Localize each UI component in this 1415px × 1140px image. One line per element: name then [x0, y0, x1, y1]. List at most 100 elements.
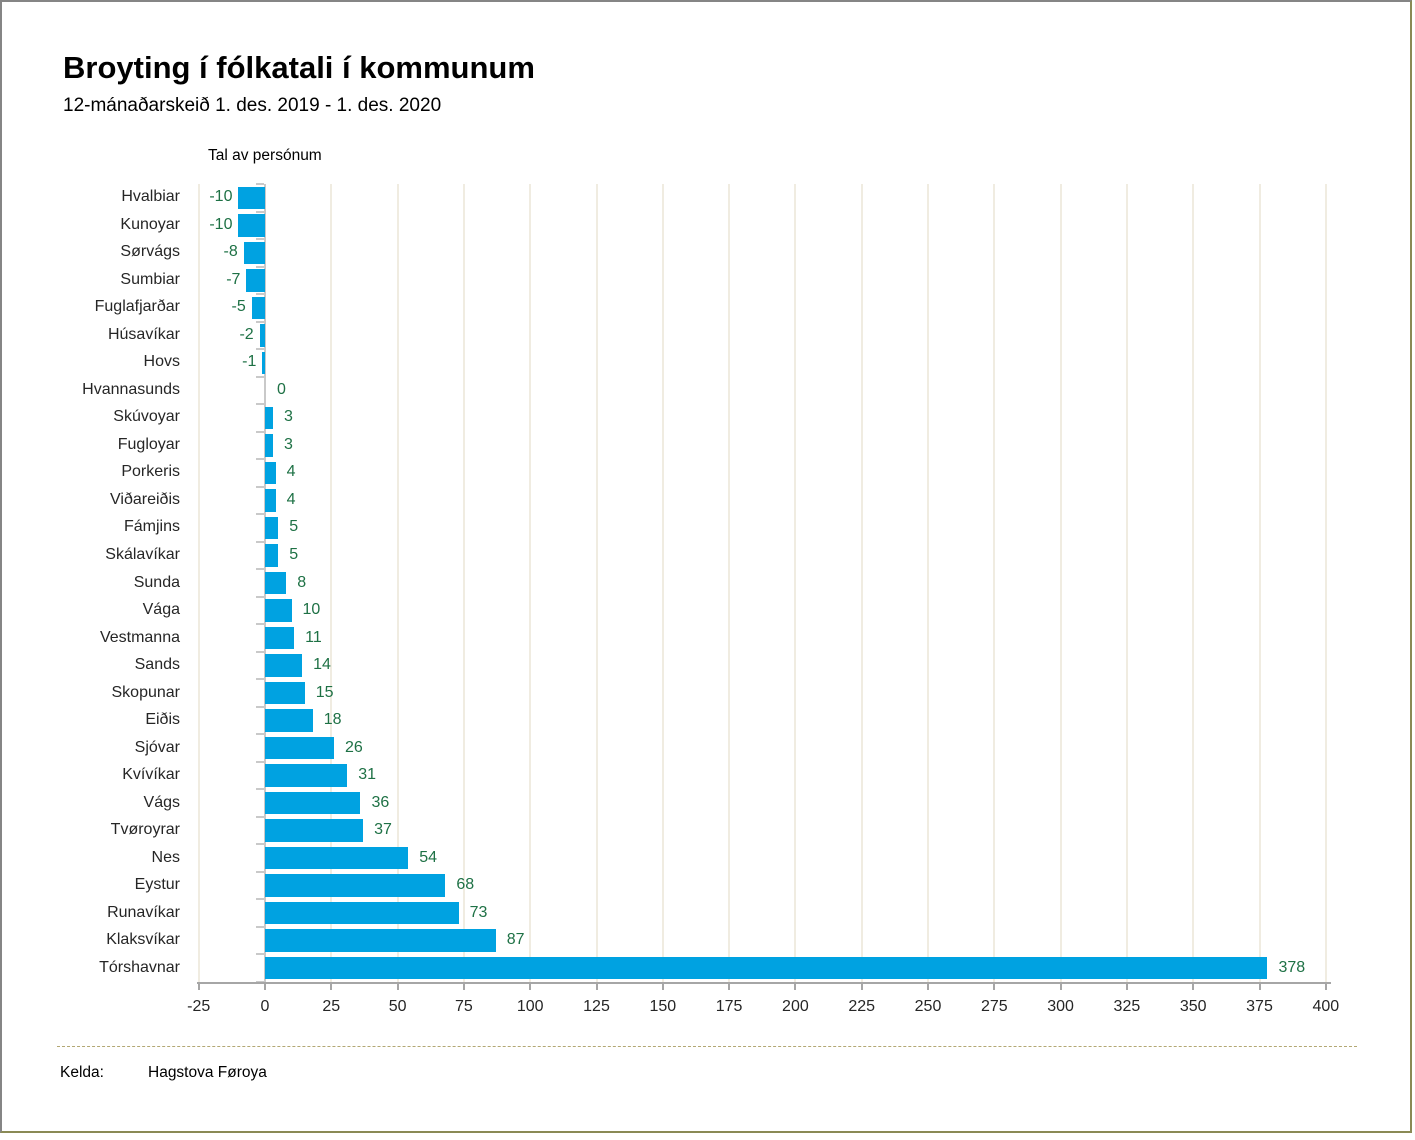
- x-axis-tick: [264, 982, 266, 990]
- category-axis-tick: [256, 320, 264, 323]
- value-label: 3: [283, 408, 293, 426]
- bar: [265, 764, 348, 787]
- category-axis-tick: [256, 403, 264, 406]
- value-label: 10: [302, 601, 321, 619]
- bar: [265, 599, 292, 622]
- bar: [246, 269, 265, 292]
- x-tick-label: 200: [782, 998, 809, 1015]
- value-label: 68: [456, 876, 475, 894]
- x-axis-tick: [330, 982, 333, 990]
- gridline: [396, 184, 399, 982]
- value-label: 4: [286, 490, 296, 508]
- value-label: 5: [289, 545, 299, 563]
- category-label: Sørvágs: [120, 243, 180, 261]
- bar: [265, 626, 295, 650]
- x-axis-line: [197, 982, 1331, 984]
- value-label: 18: [323, 711, 342, 729]
- gridline: [993, 184, 996, 982]
- gridline: [927, 184, 929, 982]
- category-label: Tvøroyrar: [110, 821, 180, 839]
- category-axis-tick: [256, 265, 264, 268]
- x-tick-label: 275: [980, 998, 1008, 1015]
- value-label: 8: [297, 573, 307, 591]
- category-label: Sands: [134, 656, 180, 674]
- category-label: Skúvoyar: [113, 408, 180, 426]
- category-axis-tick: [256, 238, 264, 241]
- bar: [259, 324, 265, 347]
- bar: [251, 296, 265, 320]
- category-axis-tick: [256, 375, 264, 378]
- gridline: [661, 184, 664, 982]
- value-label: 15: [315, 683, 334, 701]
- gridline: [1258, 184, 1261, 982]
- gridline: [595, 184, 598, 982]
- category-label: Fámjins: [123, 518, 180, 536]
- x-tick-label: 375: [1246, 998, 1273, 1015]
- category-axis-tick: [256, 760, 264, 763]
- gridline: [794, 184, 797, 982]
- gridline: [529, 184, 532, 982]
- value-label: -10: [209, 215, 233, 233]
- category-axis-tick: [256, 485, 264, 488]
- x-axis-tick: [1192, 982, 1195, 990]
- x-tick-label: 225: [848, 998, 876, 1015]
- category-axis-tick: [256, 210, 264, 213]
- value-label: 87: [506, 931, 525, 949]
- chart-title: Broyting í fólkatali í kommunum: [63, 50, 535, 85]
- category-axis-tick: [256, 430, 264, 433]
- bar: [265, 571, 287, 595]
- category-label: Klaksvíkar: [106, 931, 180, 949]
- value-label: 5: [289, 518, 299, 536]
- value-label: -2: [239, 325, 254, 343]
- bar: [265, 956, 1268, 980]
- bar: [265, 846, 409, 870]
- value-label: 11: [305, 628, 322, 646]
- category-axis-tick: [256, 843, 264, 846]
- bar: [265, 434, 273, 457]
- category-axis-tick: [256, 595, 264, 598]
- value-label: 37: [374, 821, 392, 839]
- category-label: Hvalbiar: [121, 188, 180, 206]
- category-label: Sumbiar: [120, 270, 180, 288]
- gridline: [860, 184, 863, 982]
- x-axis-tick: [1125, 982, 1128, 990]
- category-axis-tick: [256, 348, 264, 351]
- x-axis-tick: [661, 982, 664, 990]
- bar: [265, 901, 459, 925]
- value-label: -8: [223, 243, 238, 261]
- chart-subtitle: 12-mánaðarskeið 1. des. 2019 - 1. des. 2…: [63, 95, 442, 116]
- category-axis-tick: [256, 870, 264, 873]
- category-label: Porkeris: [121, 463, 180, 481]
- value-label: 4: [286, 463, 296, 481]
- value-label: -10: [209, 188, 233, 206]
- value-label: 26: [344, 738, 363, 756]
- category-label: Skopunar: [111, 683, 181, 701]
- x-axis-tick: [462, 982, 465, 990]
- category-axis-tick: [256, 678, 264, 681]
- x-tick-label: 300: [1047, 998, 1074, 1015]
- bar: [265, 516, 279, 540]
- source-value: Hagstova Føroya: [148, 1064, 267, 1081]
- x-axis-tick: [1258, 982, 1261, 990]
- gridline: [462, 184, 465, 982]
- category-label: Húsavíkar: [107, 325, 180, 343]
- value-label: -1: [242, 353, 257, 371]
- category-axis-tick: [256, 733, 264, 736]
- x-tick-label: 50: [388, 998, 407, 1015]
- x-tick-label: 400: [1312, 998, 1340, 1015]
- value-label: 14: [313, 656, 331, 674]
- category-axis-tick: [256, 953, 264, 956]
- category-label: Sjóvar: [134, 738, 180, 756]
- value-label: 73: [469, 903, 488, 921]
- bar: [265, 709, 313, 732]
- x-axis-tick: [529, 982, 532, 990]
- bar: [265, 406, 273, 430]
- gridline: [1192, 184, 1195, 982]
- x-axis-tick: [993, 982, 996, 990]
- category-axis-tick: [256, 540, 264, 543]
- gridline: [1059, 184, 1062, 982]
- gridline: [1125, 184, 1128, 982]
- category-axis-tick: [256, 898, 264, 901]
- category-label: Fuglafjarðar: [94, 298, 180, 316]
- bar: [262, 351, 265, 375]
